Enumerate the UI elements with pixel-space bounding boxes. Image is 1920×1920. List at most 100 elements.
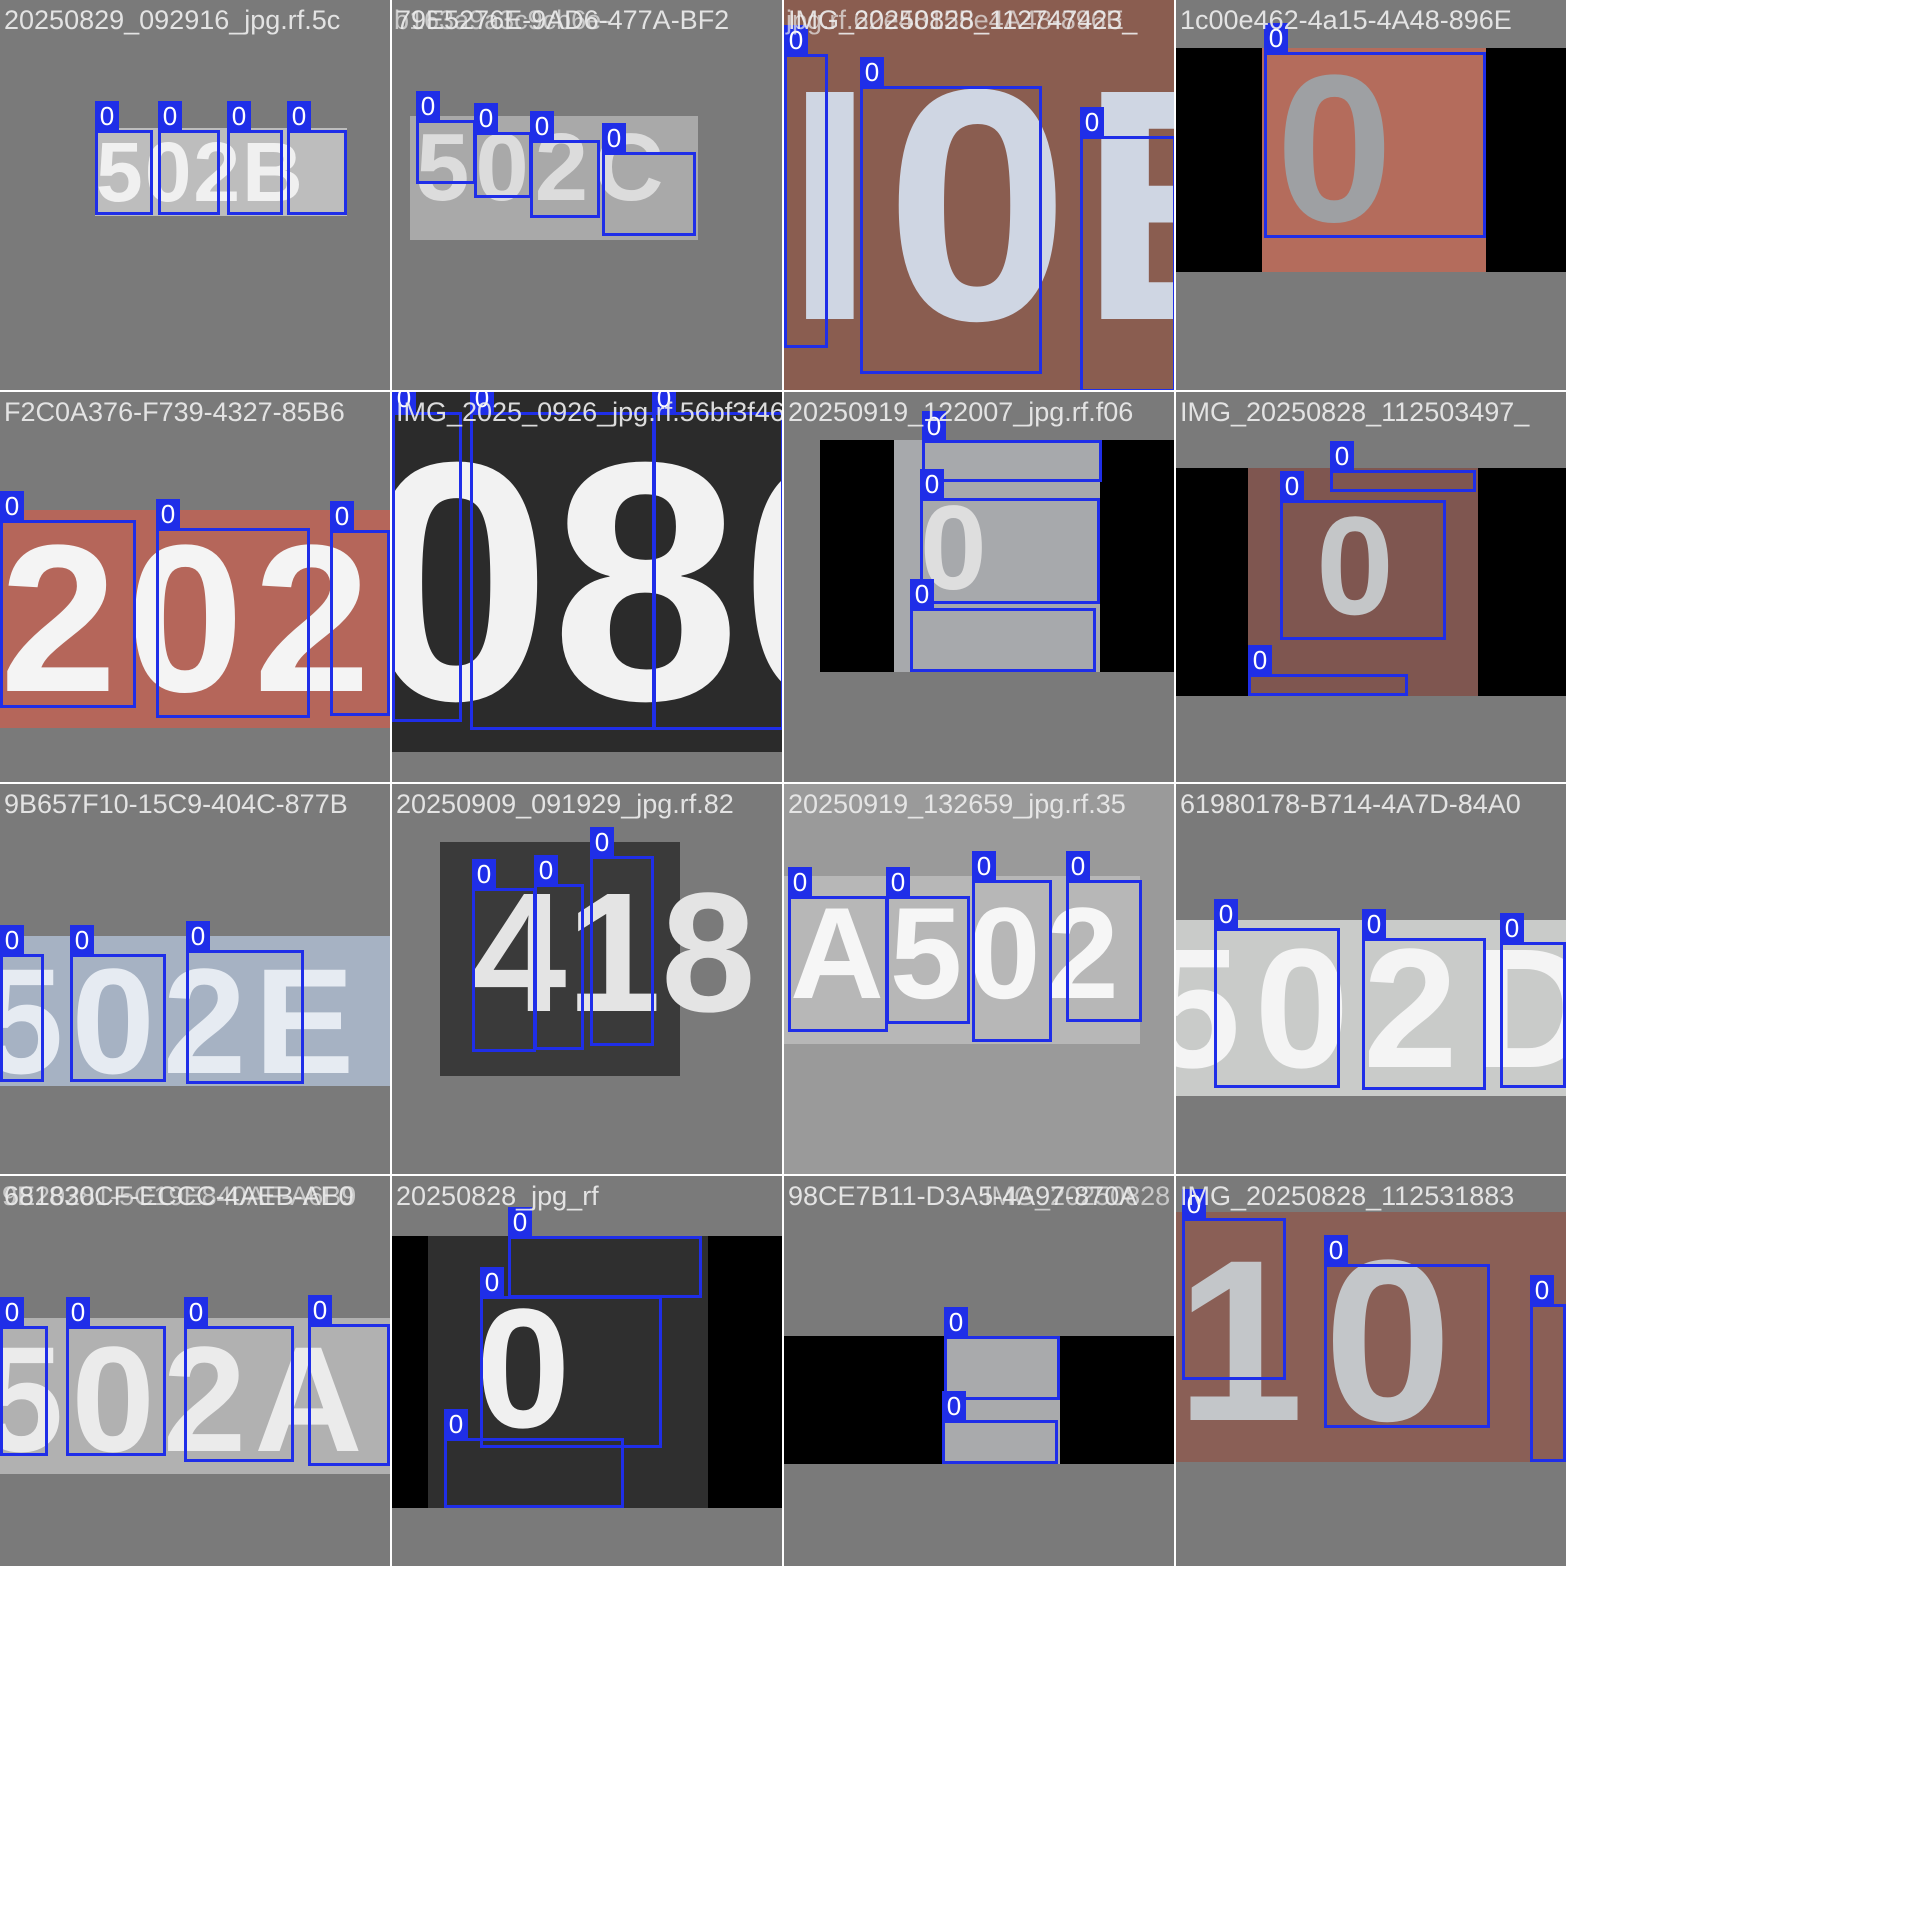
class-label: 0	[652, 392, 676, 413]
caption: 20250919_132659_jpg.rf.35	[788, 789, 1126, 819]
class-label: 0	[156, 499, 180, 529]
class-label: 0	[1330, 441, 1354, 471]
tile-14: 0 20250828_jpg_rf 0 0 0	[392, 1176, 782, 1566]
detection-box: 0	[156, 499, 310, 718]
class-label: 0	[66, 1297, 90, 1327]
sign-digits: I0E	[784, 20, 1174, 389]
detection-box: 0	[444, 1409, 624, 1508]
tile-4: 0 1c00e462-4a15-4A48-896E 0	[1176, 0, 1566, 390]
tile-9: 502E 9B657F10-15C9-404C-877B 0 0 0	[0, 784, 390, 1174]
detection-box: 0	[886, 867, 970, 1024]
detection-box: 0	[0, 1297, 48, 1456]
photo	[1262, 48, 1486, 272]
sign-digits: 10	[1176, 1212, 1472, 1469]
detection-box: 0	[0, 925, 44, 1082]
class-label: 0	[910, 579, 934, 609]
detection-box: 0	[472, 859, 536, 1052]
class-label: 0	[330, 501, 354, 531]
caption: 9B657F10-15C9-404C-877B	[4, 789, 348, 819]
caption: 20250919_122007_jpg.rf.f06	[788, 397, 1134, 427]
tile-2: 502C 79E5276E-9AD6-477A-BF2 b163a9a3c9cb…	[392, 0, 782, 390]
class-label: 0	[472, 859, 496, 889]
detection-box: 0	[66, 1297, 166, 1456]
class-label: 0	[922, 411, 946, 441]
class-label: 0	[184, 1297, 208, 1327]
class-label: 0	[1362, 909, 1386, 939]
caption: IMG_20250828_112503497_	[1180, 397, 1530, 427]
tile-5: 202 F2C0A376-F739-4327-85B6 0 0 0	[0, 392, 390, 782]
detection-box: 0	[474, 103, 532, 198]
class-label: 0	[1248, 645, 1272, 675]
class-label: 0	[784, 25, 808, 55]
class-label: 0	[70, 925, 94, 955]
detection-box: 0	[508, 1207, 702, 1298]
detection-box: 0	[972, 851, 1052, 1042]
sign-digits: 502B	[96, 125, 305, 219]
detection-box: 0	[392, 392, 462, 722]
detection-box: 0	[308, 1295, 390, 1466]
class-label: 0	[972, 851, 996, 881]
detection-box: 0	[590, 827, 654, 1046]
tile-1: 502B 20250829_092916_jpg.rf.5c 0 0 0 0	[0, 0, 390, 390]
detection-box: 0	[534, 855, 584, 1050]
caption: IMG_20250828_112747423_	[788, 5, 1138, 35]
detection-box: 0	[1362, 909, 1486, 1090]
class-label: 0	[480, 1267, 504, 1297]
class-label: 0	[920, 469, 944, 499]
photo	[95, 128, 347, 216]
tile-12: 502D 61980178-B714-4A7D-84A0 0 0 0	[1176, 784, 1566, 1174]
caption: 9E20281-5C19E840AF-A6B9	[2, 1181, 357, 1211]
class-label: 0	[186, 921, 210, 951]
class-label: 0	[392, 392, 416, 413]
detection-box: 0	[530, 111, 600, 218]
caption: IMG_20250828	[984, 1181, 1171, 1211]
detection-box: 0	[1066, 851, 1142, 1022]
detection-box: 0	[1330, 441, 1476, 492]
photo	[0, 936, 390, 1086]
class-label: 0	[416, 91, 440, 121]
photo	[392, 392, 782, 752]
caption: F2C0A376-F739-4327-85B6	[4, 397, 345, 427]
class-label: 0	[860, 57, 884, 87]
detection-box: 0	[70, 925, 166, 1082]
detection-box: 0	[1214, 899, 1340, 1088]
sign-digits: 0	[1276, 31, 1393, 266]
sign-digits: A502	[790, 880, 1125, 1026]
tile-6: 080 IMG_2025_0926_jpg.rf.56bf3f46ea 0 0 …	[392, 392, 782, 782]
class-label: 0	[886, 867, 910, 897]
class-label: 0	[788, 867, 812, 897]
photo	[410, 116, 698, 240]
sign-digits: 502E	[0, 937, 363, 1105]
detection-box: 0	[860, 57, 1042, 374]
detection-box: 0	[652, 392, 782, 730]
class-label: 0	[508, 1207, 532, 1237]
caption: 20250828_jpg_rf	[396, 1181, 599, 1211]
sign-digits: 418	[472, 858, 756, 1048]
tile-15: 98CE7B11-D3A5-4A97-870A IMG_20250828 0 0	[784, 1176, 1174, 1566]
detection-box: 0	[287, 101, 347, 215]
tile-11: A502 20250919_132659_jpg.rf.35 0 0 0 0	[784, 784, 1174, 1174]
class-label: 0	[942, 1391, 966, 1421]
caption: 61980178-B714-4A7D-84A0	[1180, 789, 1521, 819]
caption: 98CE7B11-D3A5-4A97-870A	[788, 1181, 1138, 1211]
detection-box: 0	[480, 1267, 662, 1448]
class-label: 0	[227, 101, 251, 131]
detection-box: 0	[1080, 107, 1174, 390]
class-label: 0	[1500, 913, 1524, 943]
detection-box: 0	[1500, 913, 1566, 1088]
detection-box: 0	[784, 25, 828, 348]
caption: b163a9a3c9cb6e-	[394, 5, 611, 35]
detection-box: 0	[944, 1307, 1060, 1400]
class-label: 0	[1182, 1189, 1206, 1219]
class-label: 0	[590, 827, 614, 857]
class-label: 0	[1080, 107, 1104, 137]
class-label: 0	[1264, 23, 1288, 53]
tile-7: 0 20250919_122007_jpg.rf.f06 0 0 0	[784, 392, 1174, 782]
detection-box: 0	[1248, 645, 1408, 696]
caption: 20250909_091929_jpg.rf.82	[396, 789, 734, 819]
caption: 20250829_092916_jpg.rf.5c	[4, 5, 341, 35]
class-label: 0	[287, 101, 311, 131]
sign-digits: 0	[476, 1274, 571, 1464]
detection-box: 0	[602, 123, 696, 236]
class-label: 0	[1280, 471, 1304, 501]
